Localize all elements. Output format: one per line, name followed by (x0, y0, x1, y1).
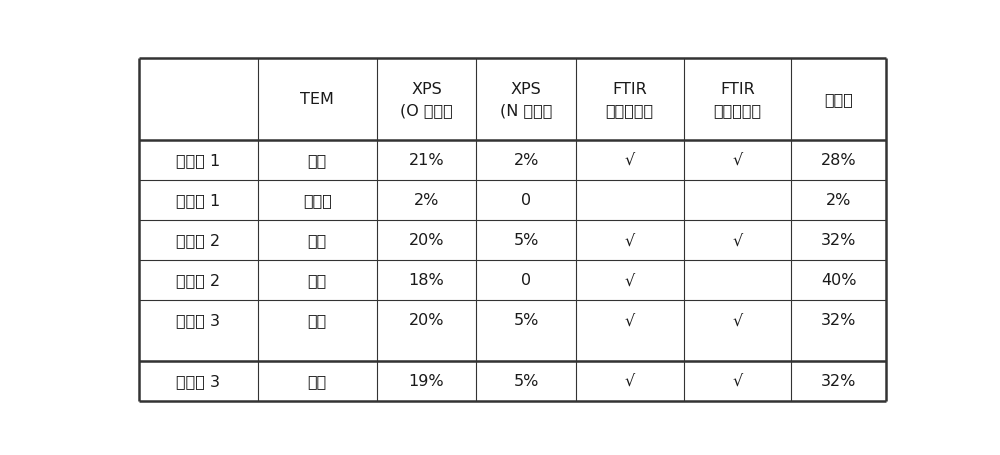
Text: 40%: 40% (821, 273, 856, 288)
Text: 剥离: 剥离 (308, 273, 327, 288)
Text: 28%: 28% (821, 153, 856, 168)
Text: √: √ (732, 313, 743, 328)
Text: 20%: 20% (409, 313, 444, 328)
Text: √: √ (625, 313, 635, 328)
Text: √: √ (625, 273, 635, 288)
Text: 2%: 2% (826, 192, 851, 207)
Text: XPS
(N 元素）: XPS (N 元素） (500, 81, 552, 117)
Text: XPS
(O 元素）: XPS (O 元素） (400, 81, 453, 117)
Text: 未剥离: 未剥离 (303, 192, 332, 207)
Text: 32%: 32% (821, 373, 856, 388)
Text: √: √ (732, 233, 743, 248)
Text: FTIR
（罧基峰）: FTIR （罧基峰） (606, 81, 654, 117)
Text: 21%: 21% (409, 153, 444, 168)
Text: 剥离: 剥离 (308, 373, 327, 388)
Text: √: √ (625, 373, 635, 388)
Text: √: √ (732, 153, 743, 168)
Text: √: √ (732, 373, 743, 388)
Text: 20%: 20% (409, 233, 444, 248)
Text: 5%: 5% (513, 233, 539, 248)
Text: 对比例 3: 对比例 3 (176, 373, 220, 388)
Text: 对比例 2: 对比例 2 (176, 273, 220, 288)
Text: 5%: 5% (513, 313, 539, 328)
Text: 32%: 32% (821, 233, 856, 248)
Text: 失重率: 失重率 (824, 92, 853, 107)
Text: 对比例 1: 对比例 1 (176, 192, 221, 207)
Text: 0: 0 (521, 192, 531, 207)
Text: 2%: 2% (414, 192, 439, 207)
Text: 实施例 3: 实施例 3 (176, 313, 220, 328)
Text: 剥离: 剥离 (308, 153, 327, 168)
Text: 32%: 32% (821, 313, 856, 328)
Text: √: √ (625, 153, 635, 168)
Text: TEM: TEM (300, 92, 334, 107)
Text: 剥离: 剥离 (308, 233, 327, 248)
Text: 实施例 1: 实施例 1 (176, 153, 221, 168)
Text: 19%: 19% (409, 373, 444, 388)
Text: √: √ (625, 233, 635, 248)
Text: 实施例 2: 实施例 2 (176, 233, 220, 248)
Text: 5%: 5% (513, 373, 539, 388)
Text: 剥离: 剥离 (308, 313, 327, 328)
Text: 2%: 2% (513, 153, 539, 168)
Text: FTIR
（氨基峰）: FTIR （氨基峰） (713, 81, 761, 117)
Text: 18%: 18% (409, 273, 444, 288)
Text: 0: 0 (521, 273, 531, 288)
